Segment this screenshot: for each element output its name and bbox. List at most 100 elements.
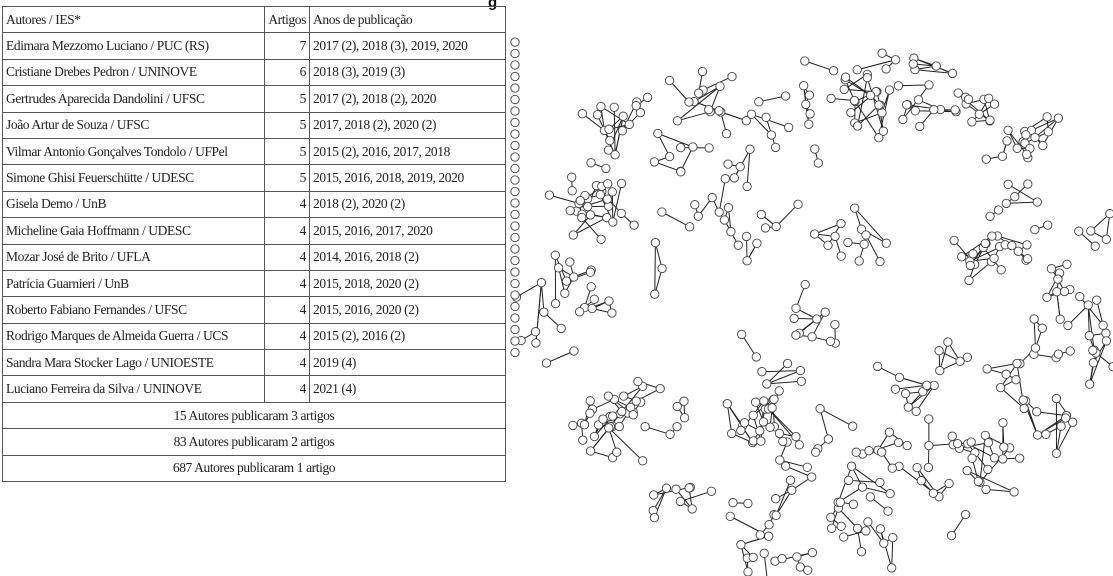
network-edge bbox=[775, 203, 799, 227]
network-edge bbox=[848, 479, 880, 483]
network-node bbox=[985, 115, 995, 125]
network-node bbox=[604, 423, 614, 433]
network-node bbox=[996, 265, 1006, 275]
network-node bbox=[980, 238, 990, 249]
network-node bbox=[657, 263, 667, 274]
network-node bbox=[974, 109, 984, 119]
network-node bbox=[568, 230, 578, 240]
network-node bbox=[826, 512, 836, 522]
network-node bbox=[875, 524, 886, 534]
network-edge bbox=[669, 80, 690, 103]
network-node bbox=[856, 547, 867, 557]
network-node bbox=[825, 336, 836, 346]
network-node bbox=[612, 447, 622, 457]
network-node bbox=[830, 319, 840, 330]
years-cell: 2015, 2016, 2020 (2) bbox=[309, 296, 506, 324]
network-node bbox=[771, 221, 781, 232]
network-node bbox=[777, 554, 787, 564]
network-node bbox=[815, 404, 825, 414]
network-node bbox=[770, 142, 781, 153]
network-node bbox=[846, 107, 856, 118]
network-node bbox=[799, 81, 809, 91]
network-node bbox=[510, 94, 520, 105]
network-node bbox=[544, 190, 555, 200]
network-node bbox=[510, 48, 520, 59]
network-edge bbox=[985, 488, 1015, 493]
network-node bbox=[510, 198, 520, 208]
network-node bbox=[810, 144, 820, 154]
network-node bbox=[1075, 291, 1085, 302]
network-node bbox=[728, 498, 738, 508]
network-node bbox=[849, 95, 860, 106]
network-node bbox=[848, 421, 858, 431]
network-node bbox=[911, 406, 921, 416]
network-node bbox=[672, 116, 683, 126]
network-node bbox=[1053, 349, 1064, 359]
network-node bbox=[826, 523, 837, 533]
network-node bbox=[764, 520, 774, 530]
network-edge bbox=[677, 111, 711, 122]
network-edge bbox=[763, 553, 768, 576]
network-node bbox=[664, 75, 675, 86]
network-node bbox=[804, 119, 814, 129]
network-node bbox=[857, 482, 868, 492]
network-node bbox=[614, 421, 624, 432]
network-node bbox=[649, 512, 660, 523]
network-node bbox=[852, 65, 862, 75]
network-node bbox=[966, 437, 976, 447]
network-node bbox=[804, 90, 815, 100]
network-node bbox=[743, 498, 753, 509]
network-node bbox=[510, 71, 520, 82]
network-node bbox=[561, 276, 572, 286]
network-node bbox=[962, 352, 973, 362]
network-node bbox=[1021, 130, 1031, 140]
table-header-row: Autores / IES* Artigos Anos de publicaçã… bbox=[1, 5, 506, 34]
network-node bbox=[902, 100, 912, 110]
network-node bbox=[1084, 331, 1094, 341]
network-node bbox=[767, 403, 777, 413]
network-node bbox=[1012, 143, 1022, 153]
network-node bbox=[530, 327, 541, 337]
network-node bbox=[787, 485, 797, 495]
network-node bbox=[1088, 345, 1098, 356]
network-node bbox=[759, 396, 769, 406]
network-edge bbox=[718, 178, 726, 213]
network-edge bbox=[865, 234, 881, 262]
network-node bbox=[778, 436, 788, 447]
network-node bbox=[721, 129, 732, 139]
table-row: Gertrudes Aparecida Dandolini / UFSC 5 201… bbox=[1, 85, 506, 113]
network-edge bbox=[740, 535, 769, 546]
network-node bbox=[795, 365, 806, 376]
network-node bbox=[624, 119, 634, 130]
network-edge bbox=[677, 85, 721, 122]
network-node bbox=[577, 109, 588, 119]
network-node bbox=[755, 530, 765, 540]
network-node bbox=[985, 211, 995, 221]
network-node bbox=[635, 107, 646, 118]
network-edge bbox=[837, 466, 853, 503]
network-node bbox=[908, 59, 918, 69]
network-edge bbox=[761, 370, 801, 373]
network-node bbox=[706, 486, 717, 496]
network-node bbox=[800, 56, 810, 66]
network-node bbox=[553, 263, 564, 273]
network-node bbox=[589, 294, 599, 304]
network-node bbox=[875, 256, 885, 267]
network-node bbox=[826, 93, 836, 104]
network-node bbox=[510, 186, 520, 197]
network-node bbox=[578, 435, 588, 445]
network-node bbox=[619, 391, 629, 401]
network-edge bbox=[766, 363, 788, 385]
network-node bbox=[863, 517, 873, 527]
network-node bbox=[789, 313, 799, 324]
network-node bbox=[983, 437, 994, 448]
network-node bbox=[989, 453, 1000, 463]
network-node bbox=[510, 221, 520, 231]
network-node bbox=[1022, 149, 1032, 159]
summary-row: 15 Autores publicaram 3 artigos bbox=[2, 401, 506, 430]
network-node bbox=[672, 401, 682, 412]
network-node bbox=[902, 440, 912, 451]
network-node bbox=[587, 303, 597, 314]
network-node bbox=[1083, 300, 1093, 310]
network-node bbox=[774, 428, 785, 439]
